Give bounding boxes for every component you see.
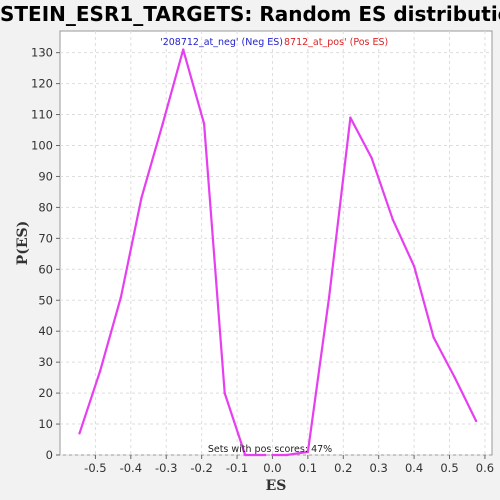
x-tick-label: 0.3 bbox=[370, 461, 388, 475]
data-point bbox=[140, 196, 143, 200]
data-point bbox=[98, 370, 102, 373]
x-tick-label: 0.0 bbox=[263, 461, 281, 475]
chart-title: STEIN_ESR1_TARGETS: Random ES distributi… bbox=[0, 2, 500, 26]
y-tick-label: 40 bbox=[38, 324, 53, 338]
x-axis-title: ES bbox=[266, 478, 287, 494]
series-line-neg bbox=[78, 48, 266, 457]
plot-area bbox=[59, 30, 493, 456]
series-lines bbox=[78, 48, 478, 457]
y-tick-label: 30 bbox=[38, 355, 53, 369]
data-point bbox=[264, 453, 267, 457]
y-tick-label: 0 bbox=[46, 448, 53, 462]
data-point bbox=[223, 391, 226, 395]
data-point bbox=[306, 450, 310, 454]
data-point bbox=[285, 453, 288, 457]
data-point bbox=[453, 376, 457, 379]
data-point bbox=[349, 116, 352, 119]
y-tick-label: 20 bbox=[38, 386, 53, 400]
x-tick-label: -0.2 bbox=[190, 461, 212, 475]
data-point bbox=[271, 453, 274, 457]
y-axis: 0 10 20 30 40 50 60 70 80 90 100 110 120 130 bbox=[31, 46, 60, 462]
data-point bbox=[78, 432, 81, 435]
x-tick-label: 0.6 bbox=[476, 461, 494, 475]
data-point bbox=[391, 218, 395, 221]
legend-pos: 8712_at_pos' (Pos ES) bbox=[284, 37, 388, 48]
y-tick-label: 50 bbox=[38, 293, 53, 307]
y-axis-title: P(ES) bbox=[15, 221, 31, 266]
data-point bbox=[161, 122, 164, 126]
data-point bbox=[370, 156, 373, 160]
y-tick-label: 130 bbox=[31, 46, 53, 60]
y-tick-label: 110 bbox=[31, 108, 53, 122]
y-tick-label: 90 bbox=[38, 169, 53, 183]
data-point bbox=[474, 419, 478, 423]
data-point bbox=[182, 48, 185, 51]
y-tick-label: 100 bbox=[31, 139, 53, 153]
x-axis: -0.5 -0.4 -0.3 -0.2 -0.1 0.0 0.1 0.2 0.3 0.4 0.5 0.… bbox=[84, 455, 494, 475]
y-tick-label: 70 bbox=[38, 231, 53, 245]
data-point bbox=[119, 295, 123, 299]
annotation-text: Sets with pos scores: 47% bbox=[208, 444, 332, 455]
data-point bbox=[432, 336, 435, 339]
y-tick-label: 60 bbox=[38, 262, 53, 276]
data-point bbox=[412, 265, 416, 268]
data-point bbox=[243, 453, 247, 457]
grid bbox=[60, 31, 492, 456]
data-point bbox=[202, 122, 206, 126]
y-tick-label: 80 bbox=[38, 200, 53, 214]
y-tick-label: 120 bbox=[31, 77, 53, 91]
x-tick-label: 0.2 bbox=[334, 461, 352, 475]
x-tick-label: 0.1 bbox=[299, 461, 317, 475]
legend-neg: '208712_at_neg' (Neg ES) bbox=[160, 37, 283, 48]
data-point bbox=[327, 295, 331, 299]
x-tick-label: -0.4 bbox=[120, 461, 142, 475]
x-tick-label: -0.5 bbox=[84, 461, 106, 475]
x-tick-label: 0.5 bbox=[440, 461, 458, 475]
x-tick-label: -0.1 bbox=[226, 461, 248, 475]
y-tick-label: 10 bbox=[38, 417, 53, 431]
x-tick-label: 0.4 bbox=[405, 461, 423, 475]
x-tick-label: -0.3 bbox=[155, 461, 177, 475]
